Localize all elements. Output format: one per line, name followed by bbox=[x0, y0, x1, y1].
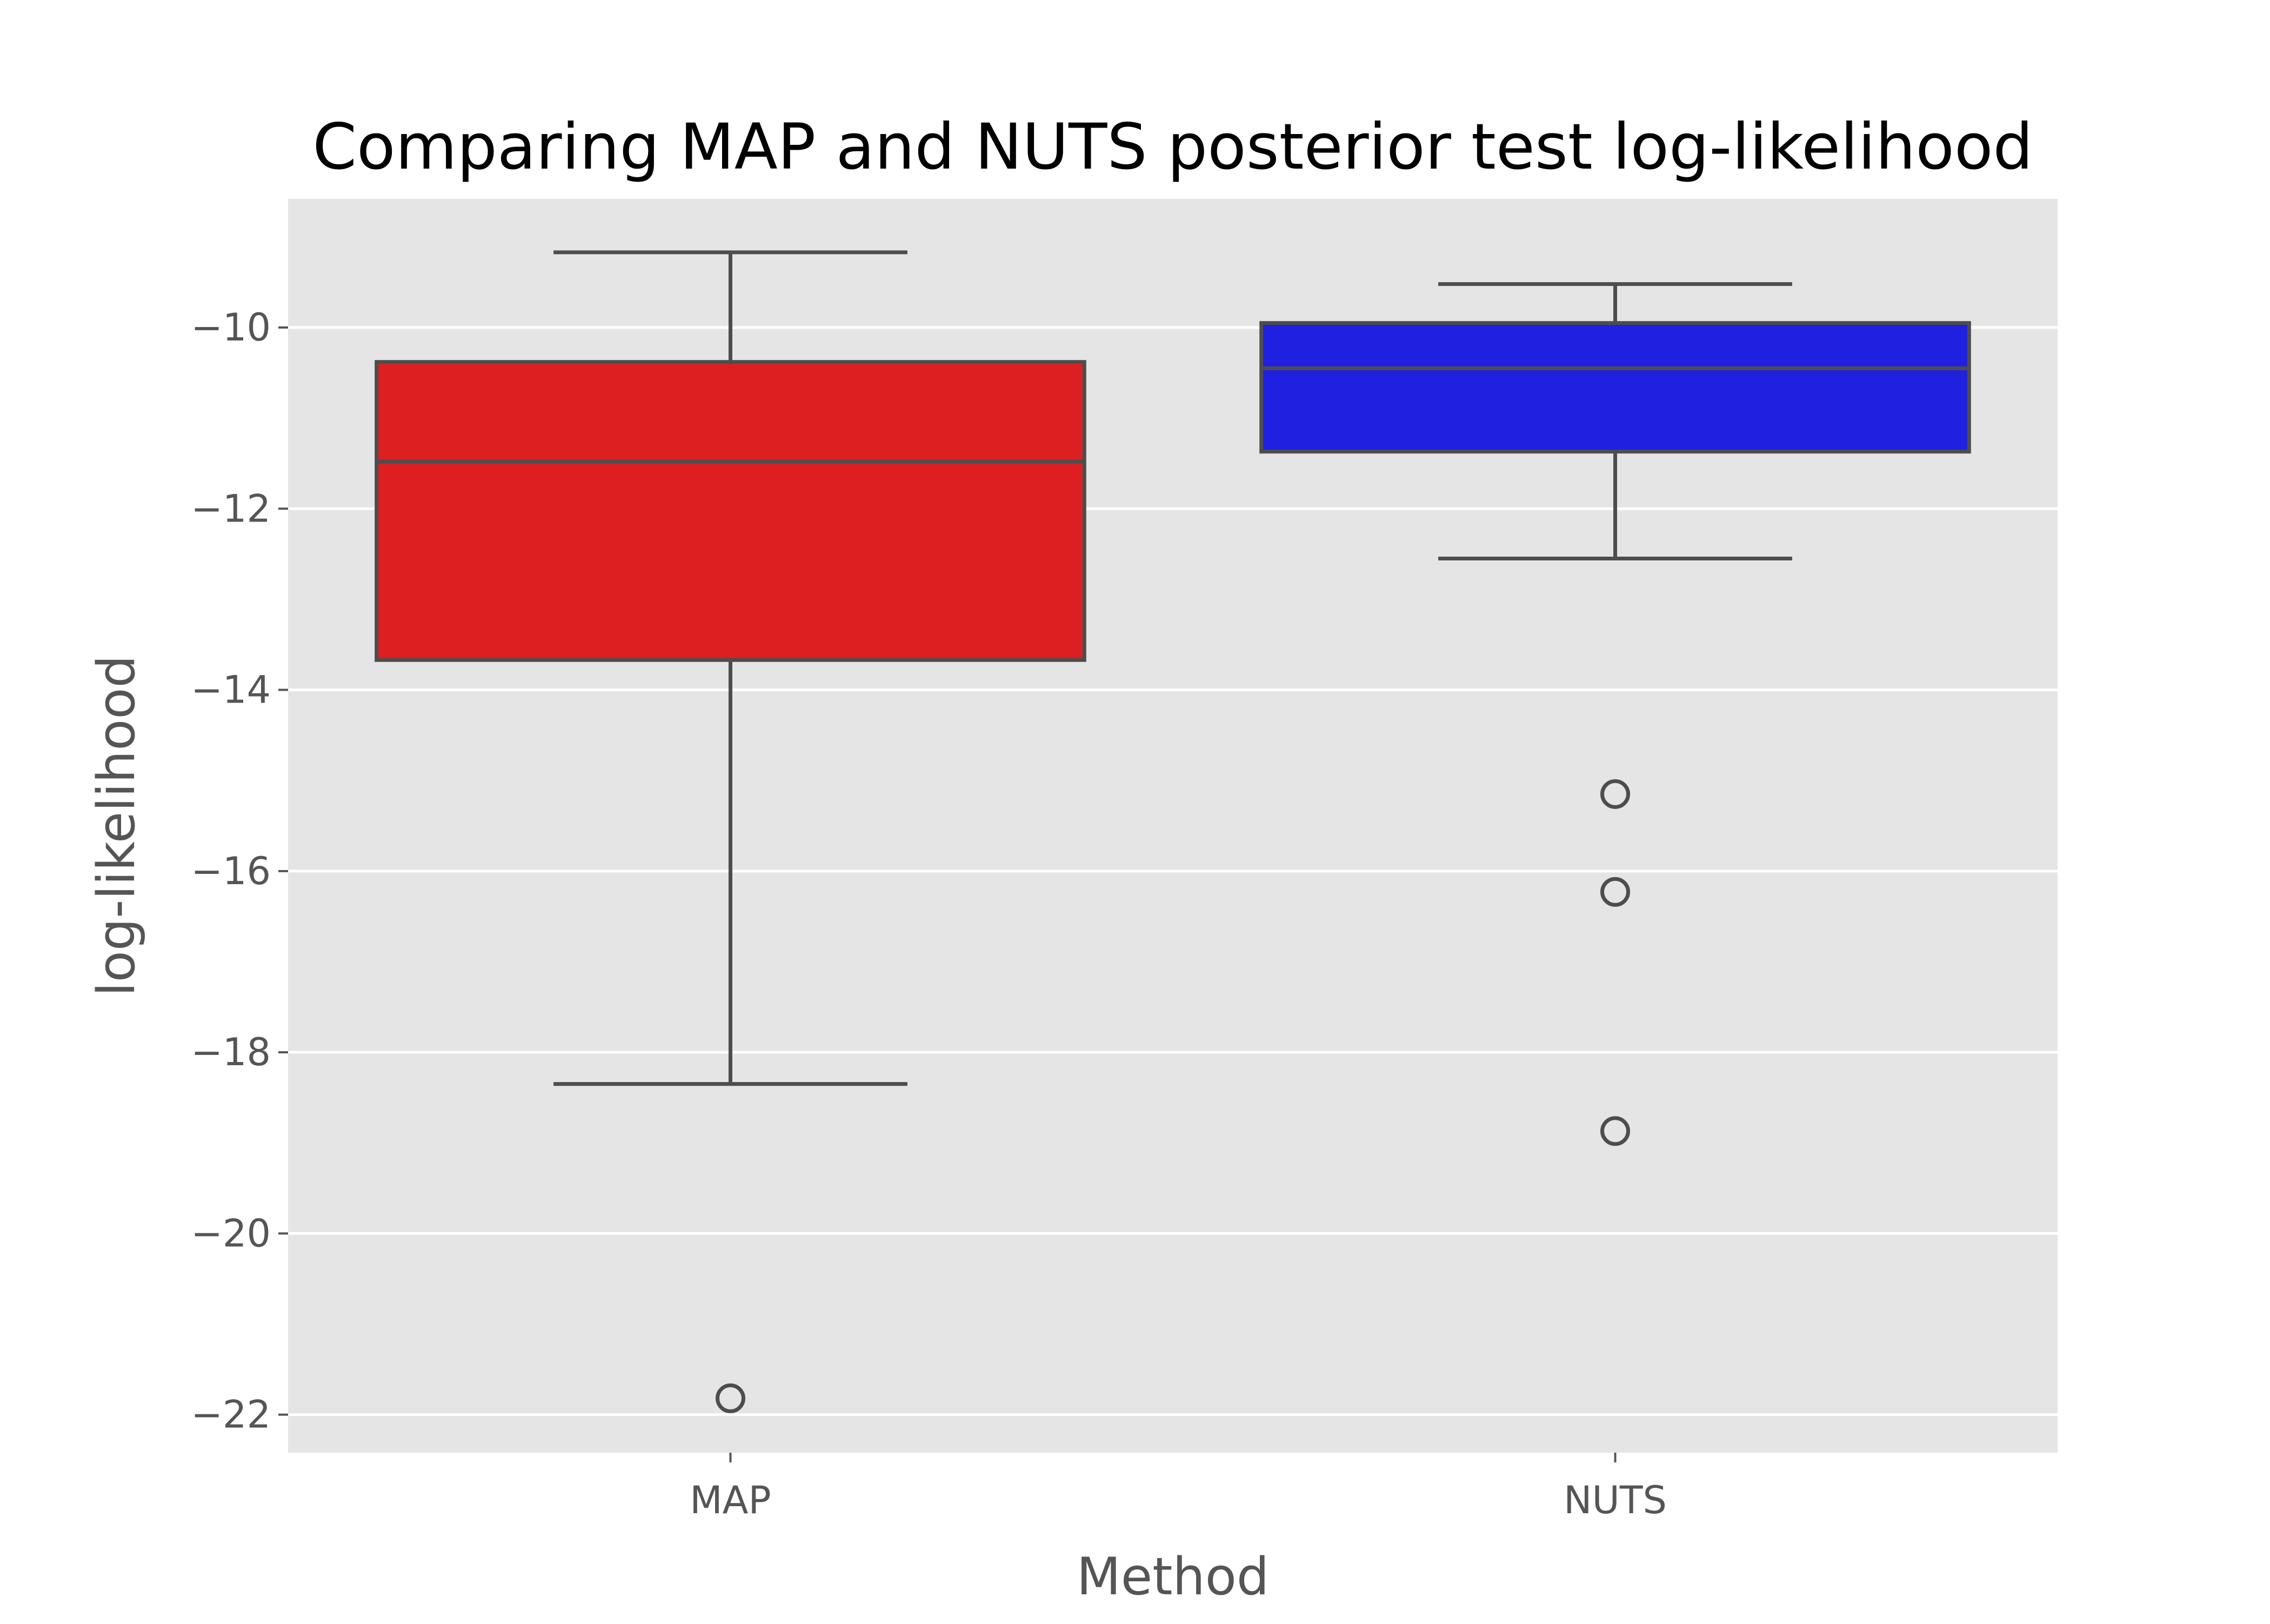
y-tick-label: −18 bbox=[191, 1030, 271, 1074]
y-tick-label: −20 bbox=[191, 1211, 271, 1255]
box-iqr bbox=[375, 360, 1086, 662]
box-iqr bbox=[1259, 321, 1971, 454]
box-group-map bbox=[375, 250, 1086, 1413]
box-group-nuts bbox=[1259, 282, 1971, 1146]
x-axis-label: Method bbox=[1077, 1547, 1269, 1607]
y-tick-label: −14 bbox=[191, 668, 271, 712]
y-axis-ticks: −22 −20 −18 −16 −14 −12 −10 bbox=[191, 305, 288, 1437]
box-series bbox=[375, 250, 1971, 1413]
y-tick-label: −22 bbox=[191, 1393, 271, 1437]
x-tick-label: NUTS bbox=[1564, 1478, 1667, 1522]
y-axis-label: log-likelihood bbox=[87, 655, 146, 997]
y-tick-label: −16 bbox=[191, 849, 271, 893]
x-tick-label: MAP bbox=[690, 1478, 771, 1522]
outlier-point bbox=[1600, 877, 1630, 907]
y-tick-label: −10 bbox=[191, 305, 271, 350]
y-tick-label: −12 bbox=[191, 486, 271, 531]
chart-title: Comparing MAP and NUTS posterior test lo… bbox=[312, 110, 2033, 184]
outlier-point bbox=[1600, 1116, 1630, 1146]
outlier-point bbox=[1600, 779, 1630, 809]
x-axis-ticks: MAP NUTS bbox=[690, 1453, 1667, 1522]
outlier-point bbox=[716, 1383, 745, 1413]
